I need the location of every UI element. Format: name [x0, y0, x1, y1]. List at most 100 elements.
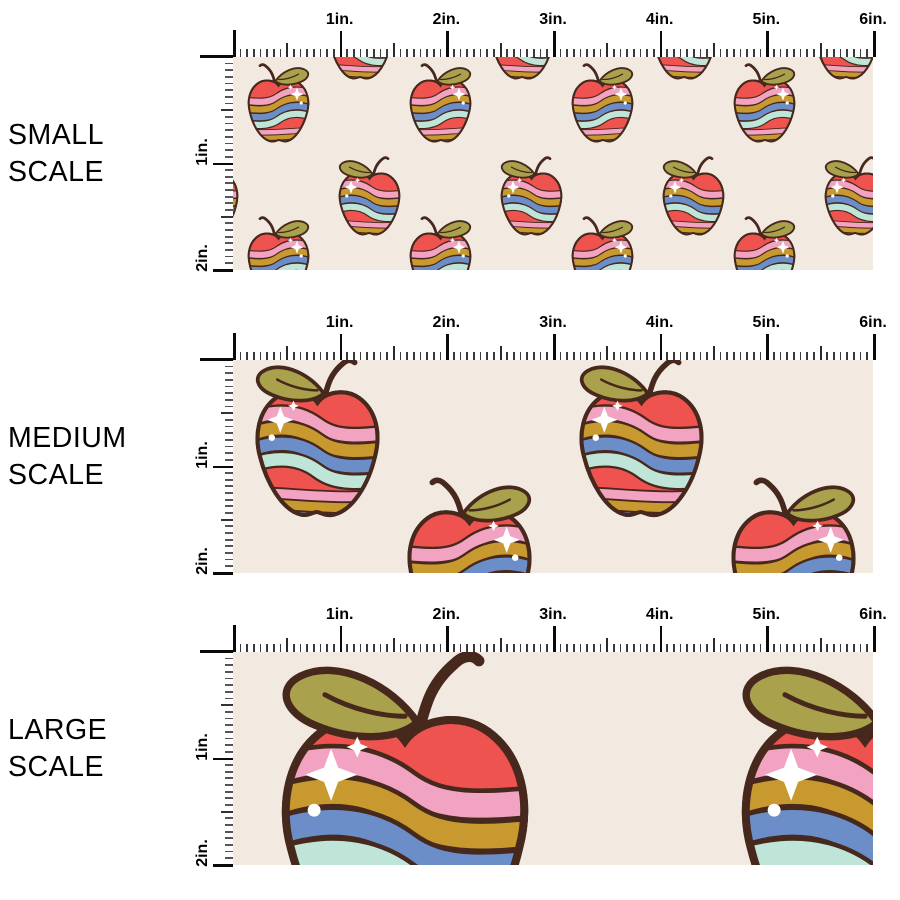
ruler-tick [446, 626, 449, 652]
ruler-corner [200, 358, 233, 361]
ruler-tick [873, 626, 876, 652]
ruler-tick [286, 638, 289, 652]
ruler-tick [459, 352, 462, 360]
ruler-tick [225, 235, 233, 238]
ruler-tick [566, 352, 568, 360]
apple-graphic [251, 652, 559, 865]
ruler-tick [839, 352, 842, 360]
ruler-tick [406, 644, 408, 652]
scale-label-line: MEDIUM [8, 422, 127, 454]
ruler-tick [573, 352, 575, 360]
ruler-tick [399, 352, 402, 360]
ruler-tick [266, 49, 268, 57]
ruler-tick [713, 43, 715, 57]
ruler-tick [333, 644, 335, 652]
ruler-tick [766, 31, 769, 57]
ruler-tick [586, 644, 588, 652]
ruler-tick [306, 644, 308, 652]
ruler-tick [453, 49, 455, 57]
ruler-tick [253, 49, 255, 57]
ruler-tick [225, 824, 233, 826]
ruler-tick [306, 352, 308, 360]
ruler-tick [225, 182, 233, 185]
ruler-tick [373, 644, 375, 652]
ruler-tick [446, 334, 449, 360]
ruler-tick [339, 334, 343, 360]
ruler-tick [553, 31, 556, 57]
ruler-tick [446, 31, 449, 57]
ruler-tick [479, 352, 482, 360]
ruler-tick [239, 644, 242, 652]
ruler-tick [773, 352, 775, 360]
apple-graphic [564, 58, 641, 144]
ruler-tick [333, 49, 335, 57]
ruler-tick [225, 372, 233, 375]
ruler-tick [539, 644, 542, 652]
ruler-tick [759, 644, 762, 652]
ruler-tick [239, 49, 242, 57]
ruler-tick [693, 352, 695, 360]
ruler-tick [546, 644, 548, 652]
ruler-tick [639, 49, 642, 57]
ruler-tick [666, 644, 668, 652]
ruler-inch-label: 2in. [432, 606, 461, 623]
ruler-tick [419, 644, 422, 652]
ruler-tick [225, 552, 233, 554]
ruler-tick [813, 49, 815, 57]
ruler-tick [225, 175, 233, 178]
ruler-tick [739, 644, 742, 652]
ruler-tick [486, 644, 488, 652]
ruler-tick [699, 644, 702, 652]
ruler-tick [259, 644, 262, 652]
ruler-tick [279, 644, 282, 652]
ruler-tick [586, 49, 588, 57]
ruler-tick [853, 644, 855, 652]
ruler-tick [786, 644, 788, 652]
ruler-tick [579, 644, 582, 652]
ruler-tick [806, 352, 808, 360]
ruler-inch-label: 5in. [752, 11, 781, 28]
ruler-tick [225, 532, 233, 534]
ruler-tick [225, 129, 233, 132]
ruler-tick [799, 352, 802, 360]
ruler-tick [826, 49, 828, 57]
ruler-tick [533, 352, 535, 360]
ruler-tick [279, 49, 282, 57]
ruler-tick [413, 352, 415, 360]
ruler-tick [266, 644, 268, 652]
ruler-tick [225, 677, 233, 680]
ruler-tick [346, 352, 348, 360]
ruler-tick [426, 49, 428, 57]
ruler-tick [225, 737, 233, 740]
ruler-tick [526, 49, 528, 57]
ruler-tick [225, 82, 233, 85]
ruler-tick [225, 505, 233, 508]
ruler-tick [779, 49, 782, 57]
ruler-tick [733, 352, 735, 360]
ruler-tick [793, 49, 795, 57]
ruler-tick [225, 438, 233, 441]
apple-graphic [240, 211, 317, 270]
ruler-tick [773, 49, 775, 57]
ruler-tick [793, 644, 795, 652]
ruler-tick [799, 49, 802, 57]
ruler-tick [293, 644, 295, 652]
ruler-tick [833, 644, 835, 652]
ruler-tick [221, 412, 233, 415]
ruler-tick [221, 215, 233, 218]
ruler-inch-label: 5in. [752, 606, 781, 623]
ruler-tick [225, 102, 233, 105]
ruler-tick [459, 49, 462, 57]
scale-label: LARGE SCALE [8, 712, 107, 786]
ruler-tick [606, 638, 609, 652]
ruler-tick [393, 638, 395, 652]
ruler-tick [225, 717, 233, 720]
ruler-tick [653, 352, 655, 360]
ruler-tick [221, 518, 233, 521]
ruler-tick [693, 644, 695, 652]
ruler-tick [819, 638, 822, 652]
ruler-tick [719, 644, 722, 652]
apple-graphic [564, 211, 641, 270]
